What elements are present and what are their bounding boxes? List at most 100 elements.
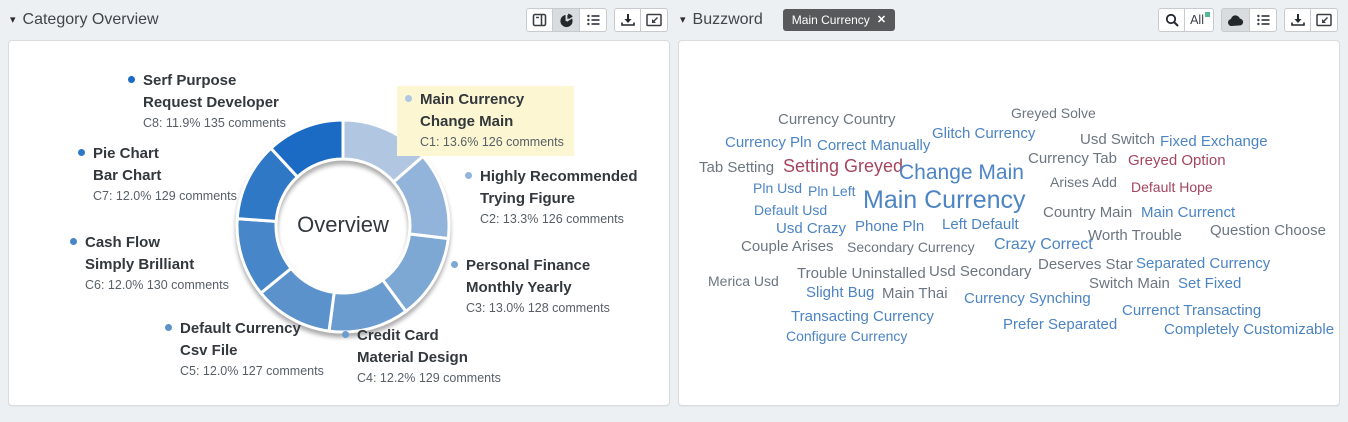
list-icon: [1256, 13, 1271, 27]
slice-label-line1: Serf Purpose: [143, 72, 237, 89]
slice-label-c5[interactable]: Default Currency Csv File C5: 12.0% 127 co…: [165, 318, 324, 379]
export-group: [614, 8, 668, 32]
cloud-word[interactable]: Correct Manually: [817, 137, 931, 154]
pie-view-button[interactable]: [553, 8, 580, 32]
slice-label-line1: Credit Card: [357, 327, 439, 344]
slice-label-line1: Highly Recommended: [480, 168, 638, 185]
panel-title: Category Overview: [22, 11, 159, 28]
fullscreen-button[interactable]: [641, 8, 668, 32]
category-overview-header: ▾ Category Overview: [8, 0, 670, 40]
cloud-word[interactable]: Crazy Correct: [994, 236, 1093, 253]
cloud-word[interactable]: Deserves Star: [1038, 256, 1134, 273]
bullet-icon: [128, 76, 135, 83]
right-toolbar: All: [1158, 8, 1338, 32]
cloud-word[interactable]: Transacting Currency: [791, 308, 934, 325]
slice-stats: C8: 11.9% 135 comments: [143, 116, 286, 130]
cloud-word[interactable]: Merica Usd: [708, 273, 779, 289]
cloud-word[interactable]: Usd Switch: [1080, 131, 1156, 148]
slice-label-c4[interactable]: Credit Card Material Design C4: 12.2% 129 …: [342, 325, 501, 386]
cloud-word[interactable]: Default Usd: [754, 202, 828, 218]
all-filter-button[interactable]: All: [1185, 8, 1214, 32]
cloud-word[interactable]: Pln Left: [808, 183, 856, 199]
cloud-word[interactable]: Prefer Separated: [1003, 316, 1118, 333]
cloud-word[interactable]: Currency Pln: [725, 134, 812, 151]
cloud-word[interactable]: Main Currency: [863, 186, 1026, 214]
slice-stats: C4: 12.2% 129 comments: [357, 371, 501, 385]
filter-tag-close-icon[interactable]: ✕: [876, 13, 887, 26]
view-switch-group: [1221, 8, 1277, 32]
download-button[interactable]: [614, 8, 641, 32]
cloud-word[interactable]: Change Main: [899, 161, 1024, 184]
cloud-word[interactable]: Fixed Exchange: [1160, 133, 1268, 150]
cloud-word[interactable]: Slight Bug: [806, 284, 875, 301]
cloud-word[interactable]: Default Hope: [1131, 179, 1213, 195]
cloud-word[interactable]: Usd Secondary: [929, 263, 1032, 280]
cloud-word[interactable]: Arises Add: [1050, 174, 1117, 190]
slice-stats: C1: 13.6% 126 comments: [420, 135, 564, 149]
fullscreen-icon: [1316, 13, 1332, 27]
cloud-word[interactable]: Country Main: [1043, 204, 1133, 221]
slice-label-line2: Monthly Yearly: [466, 279, 572, 296]
slice-label-c7[interactable]: Pie Chart Bar Chart C7: 12.0% 129 comments: [78, 143, 237, 204]
cloud-word[interactable]: Greyed Solve: [1011, 105, 1096, 121]
cloud-view-button[interactable]: [1221, 8, 1250, 32]
search-icon: [1165, 13, 1179, 27]
list-view-button[interactable]: [580, 8, 607, 32]
list-view-button[interactable]: [1250, 8, 1277, 32]
cloud-word[interactable]: Glitch Currency: [932, 125, 1036, 142]
slice-label-c6[interactable]: Cash Flow Simply Brilliant C6: 12.0% 130 c…: [70, 232, 229, 293]
columns-view-button[interactable]: [526, 8, 553, 32]
slice-label-line1: Default Currency: [180, 320, 301, 337]
bullet-icon: [342, 331, 349, 338]
download-button[interactable]: [1284, 8, 1311, 32]
collapse-caret-icon: ▾: [680, 13, 686, 26]
fullscreen-button[interactable]: [1311, 8, 1338, 32]
cloud-word[interactable]: Main Currenct: [1141, 204, 1236, 221]
slice-label-line2: Request Developer: [143, 94, 279, 111]
cloud-word[interactable]: Currency Synching: [964, 290, 1091, 307]
cloud-word[interactable]: Separated Currency: [1136, 255, 1271, 272]
slice-label-line2: Simply Brilliant: [85, 256, 195, 273]
slice-label-line2: Bar Chart: [93, 167, 162, 184]
slice-label-c8[interactable]: Serf Purpose Request Developer C8: 11.9% 1…: [128, 70, 286, 131]
list-icon: [586, 13, 601, 27]
cloud-word[interactable]: Secondary Currency: [847, 239, 975, 255]
cloud-word[interactable]: Question Choose: [1210, 222, 1326, 239]
cloud-word[interactable]: Phone Pln: [855, 218, 925, 235]
bullet-icon: [465, 172, 472, 179]
cloud-word[interactable]: Couple Arises: [741, 238, 834, 255]
cloud-word[interactable]: Pln Usd: [753, 180, 803, 196]
category-overview-panel: ▾ Category Overview: [8, 0, 670, 406]
cloud-word[interactable]: Set Fixed: [1178, 275, 1242, 292]
donut-chart: [235, 118, 451, 334]
cloud-word[interactable]: Trouble Uninstalled: [797, 265, 926, 282]
slice-label-c2[interactable]: Highly Recommended Trying Figure C2: 13.3%…: [465, 166, 638, 227]
category-overview-collapse-toggle[interactable]: ▾ Category Overview: [10, 11, 159, 29]
filter-tag-label: Main Currency: [791, 13, 870, 27]
bullet-icon: [405, 95, 412, 102]
cloud-word[interactable]: Greyed Option: [1128, 152, 1226, 169]
slice-label-line2: Csv File: [180, 342, 238, 359]
cloud-word[interactable]: Currenct Transacting: [1122, 302, 1262, 319]
slice-stats: C7: 12.0% 129 comments: [93, 189, 237, 203]
cloud-word[interactable]: Main Thai: [882, 285, 948, 302]
cloud-word[interactable]: Completely Customizable: [1164, 321, 1335, 338]
panel-title: Buzzword: [692, 11, 763, 28]
cloud-word[interactable]: Tab Setting: [699, 159, 775, 176]
cloud-word[interactable]: Worth Trouble: [1088, 227, 1182, 244]
donut-slice-c8[interactable]: [268, 118, 345, 179]
slice-label-c3[interactable]: Personal Finance Monthly Yearly C3: 13.0% …: [451, 255, 610, 316]
download-icon: [1290, 13, 1305, 27]
cloud-word[interactable]: Currency Country: [778, 111, 896, 128]
cloud-word[interactable]: Currency Tab: [1028, 150, 1117, 167]
slice-label-c1[interactable]: Main Currency Change Main C1: 13.6% 126 co…: [397, 86, 574, 156]
search-button[interactable]: [1158, 8, 1186, 32]
cloud-word[interactable]: Left Default: [942, 216, 1019, 233]
cloud-word[interactable]: Switch Main: [1089, 275, 1170, 292]
cloud-word[interactable]: Usd Crazy: [776, 220, 847, 237]
cloud-word[interactable]: Configure Currency: [786, 328, 908, 344]
slice-stats: C6: 12.0% 130 comments: [85, 278, 229, 292]
cloud-word[interactable]: Setting Greyed: [783, 156, 904, 176]
buzzword-collapse-toggle[interactable]: ▾ Buzzword: [680, 11, 763, 29]
download-icon: [620, 13, 635, 27]
